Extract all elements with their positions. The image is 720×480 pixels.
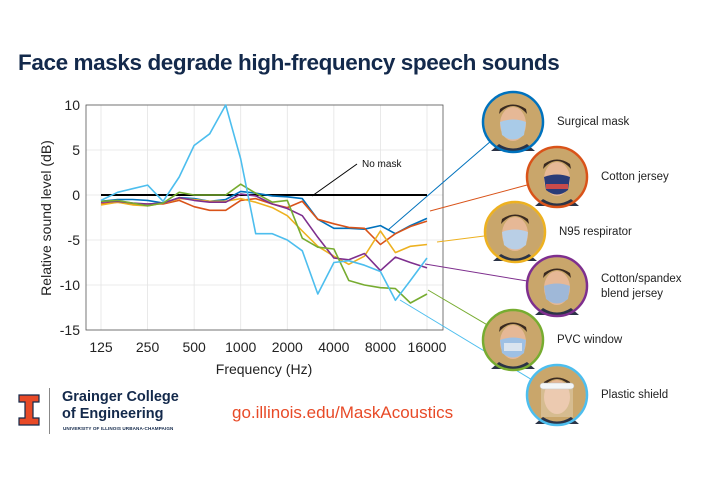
leader-line [387, 141, 490, 231]
legend-label: Plastic shield [601, 388, 668, 403]
leader-line [427, 289, 487, 325]
hair [499, 322, 527, 332]
page-title: Face masks degrade high-frequency speech… [18, 50, 560, 75]
legend-photo-4 [481, 308, 545, 372]
legend-photo-1 [525, 145, 589, 209]
legend-label: Cotton jersey [601, 170, 669, 185]
legend-label-line: Plastic shield [601, 389, 669, 401]
x-tick-label: 250 [136, 339, 160, 355]
hair [501, 214, 529, 224]
series-line-cotton-spandex-blend-jersey [100, 193, 428, 272]
photo-ring [525, 145, 589, 209]
leader-line [436, 235, 485, 243]
legend-photo-3 [525, 254, 589, 318]
series-line-pvc-window [100, 183, 428, 304]
face-shield-band [539, 382, 575, 390]
url-link[interactable]: go.illinois.edu/MaskAcoustics [232, 403, 454, 422]
no-mask-pointer [311, 163, 358, 197]
photo-ring [483, 200, 547, 264]
photo-ring [481, 308, 545, 372]
photo-ring [481, 90, 545, 154]
pvc-window [504, 343, 522, 351]
legend-label: Surgical mask [557, 115, 629, 130]
legend-label-line: blend jersey [601, 288, 664, 300]
mask [500, 119, 526, 140]
hair [543, 268, 571, 278]
y-tick-label: -15 [60, 322, 80, 338]
x-tick-label: 16000 [408, 339, 447, 355]
legend-label-line: Surgical mask [557, 116, 630, 128]
leader-line [424, 263, 527, 282]
illinois-block-i-logo [18, 394, 40, 426]
mask-stripes [546, 184, 568, 189]
legend-photo-5 [525, 363, 589, 427]
x-tick-label: 500 [182, 339, 206, 355]
college-line-2: of Engineering [62, 406, 164, 422]
x-axis-label: Frequency (Hz) [216, 361, 312, 377]
hair [499, 104, 527, 114]
y-tick-label: 5 [72, 142, 80, 158]
y-tick-label: 0 [72, 187, 80, 203]
y-tick-label: -5 [68, 232, 81, 248]
legend-label-line: N95 respirator [559, 226, 632, 238]
university-name: UNIVERSITY OF ILLINOIS URBANA-CHAMPAIGN [63, 426, 174, 431]
face-shield [541, 389, 573, 417]
photo-ring [525, 254, 589, 318]
college-line-1: Grainger College [62, 389, 179, 405]
legend-photo-2 [483, 200, 547, 264]
y-tick-label: -10 [60, 277, 80, 293]
x-tick-label: 2000 [272, 339, 303, 355]
x-tick-label: 4000 [318, 339, 349, 355]
hair [543, 377, 571, 387]
series-line-plastic-shield [100, 104, 428, 302]
photo-ring [525, 363, 589, 427]
x-tick-label: 8000 [365, 339, 396, 355]
x-tick-label: 125 [89, 339, 113, 355]
mask [502, 229, 528, 250]
mask [544, 283, 570, 304]
legend-label-line: Cotton jersey [601, 171, 669, 183]
legend-label: Cotton/spandex blend jersey [601, 272, 682, 302]
x-ticks: 125 250 500 1000 2000 4000 8000 16000 [89, 339, 446, 355]
y-axis-label: Relative sound level (dB) [38, 140, 54, 296]
legend-label-line: Cotton/spandex [601, 273, 682, 285]
hair [543, 159, 571, 169]
x-tick-label: 1000 [225, 339, 256, 355]
series-line-surgical-mask [100, 190, 428, 235]
series-line-n95-respirator [100, 197, 428, 266]
legend-label: PVC window [557, 333, 622, 348]
leader-line [429, 184, 528, 212]
legend-photo-0 [481, 90, 545, 154]
y-ticks: 10 5 0 -5 -10 -15 [60, 97, 80, 338]
grid [86, 104, 443, 331]
plot-frame [85, 104, 444, 331]
legend-label: N95 respirator [559, 225, 632, 240]
legend-photos [481, 90, 589, 427]
legend-label-line: PVC window [557, 334, 623, 346]
no-mask-annotation: No mask [362, 159, 402, 170]
series-lines [100, 104, 428, 304]
logo-divider [49, 388, 50, 434]
y-tick-label: 10 [64, 97, 80, 113]
college-name: Grainger College of Engineering [62, 389, 179, 423]
